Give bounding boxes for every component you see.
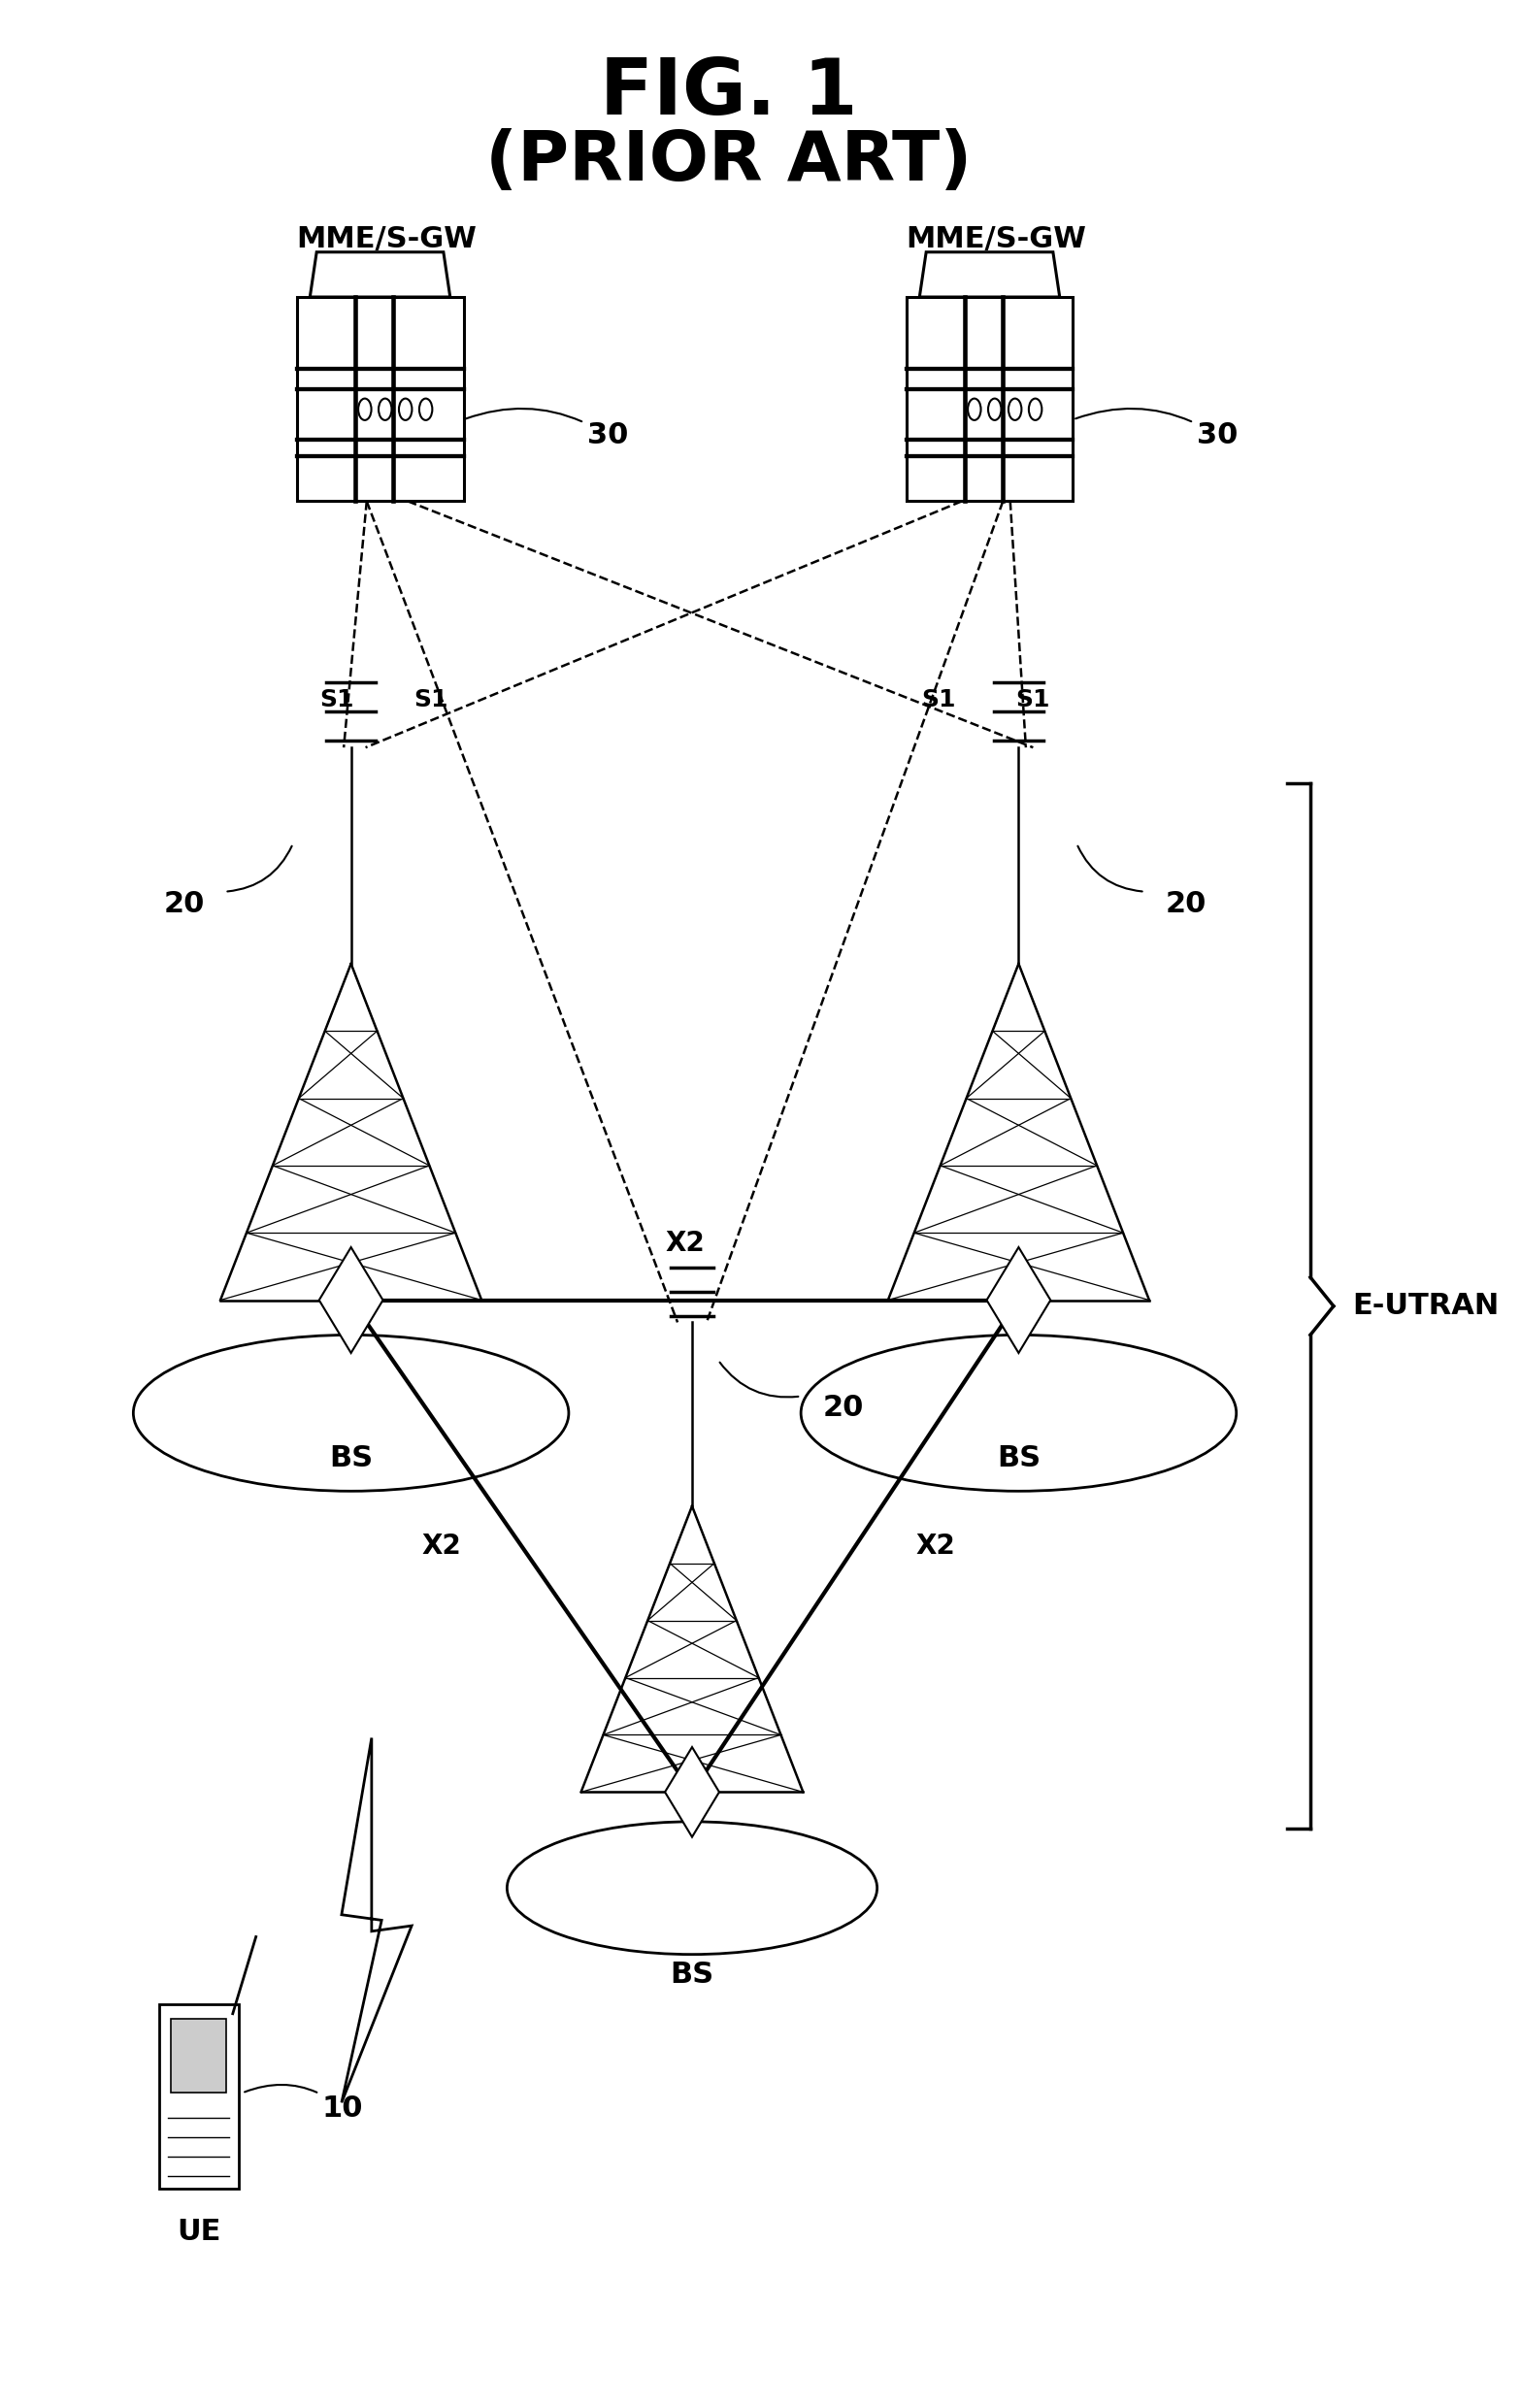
Polygon shape <box>342 1739 412 2102</box>
Bar <box>158 2003 239 2189</box>
Text: 30: 30 <box>465 409 628 450</box>
Polygon shape <box>319 1247 383 1353</box>
Bar <box>907 296 1072 501</box>
Bar <box>170 2018 227 2093</box>
Text: BS: BS <box>329 1445 373 1471</box>
Text: 20: 20 <box>1165 889 1206 917</box>
Text: S1: S1 <box>319 689 354 710</box>
Text: 20: 20 <box>823 1394 864 1423</box>
Text: BS: BS <box>996 1445 1040 1471</box>
Text: (PRIOR ART): (PRIOR ART) <box>485 128 972 195</box>
Polygon shape <box>665 1748 719 1837</box>
Text: S1: S1 <box>414 689 449 710</box>
Text: X2: X2 <box>665 1230 704 1257</box>
Text: MME/S-GW: MME/S-GW <box>297 226 478 253</box>
Bar <box>297 296 464 501</box>
Text: FIG. 1: FIG. 1 <box>599 55 858 132</box>
Text: MME/S-GW: MME/S-GW <box>907 226 1086 253</box>
Text: X2: X2 <box>916 1531 955 1560</box>
Text: 30: 30 <box>1075 409 1238 450</box>
Text: 10: 10 <box>245 2085 364 2124</box>
Text: X2: X2 <box>421 1531 461 1560</box>
Text: S1: S1 <box>1016 689 1051 710</box>
Polygon shape <box>920 253 1060 296</box>
Text: BS: BS <box>671 1960 713 1989</box>
Text: S1: S1 <box>922 689 957 710</box>
Text: UE: UE <box>176 2218 221 2247</box>
Polygon shape <box>987 1247 1051 1353</box>
Polygon shape <box>310 253 450 296</box>
Text: E-UTRAN: E-UTRAN <box>1352 1293 1500 1320</box>
Text: 20: 20 <box>164 889 205 917</box>
